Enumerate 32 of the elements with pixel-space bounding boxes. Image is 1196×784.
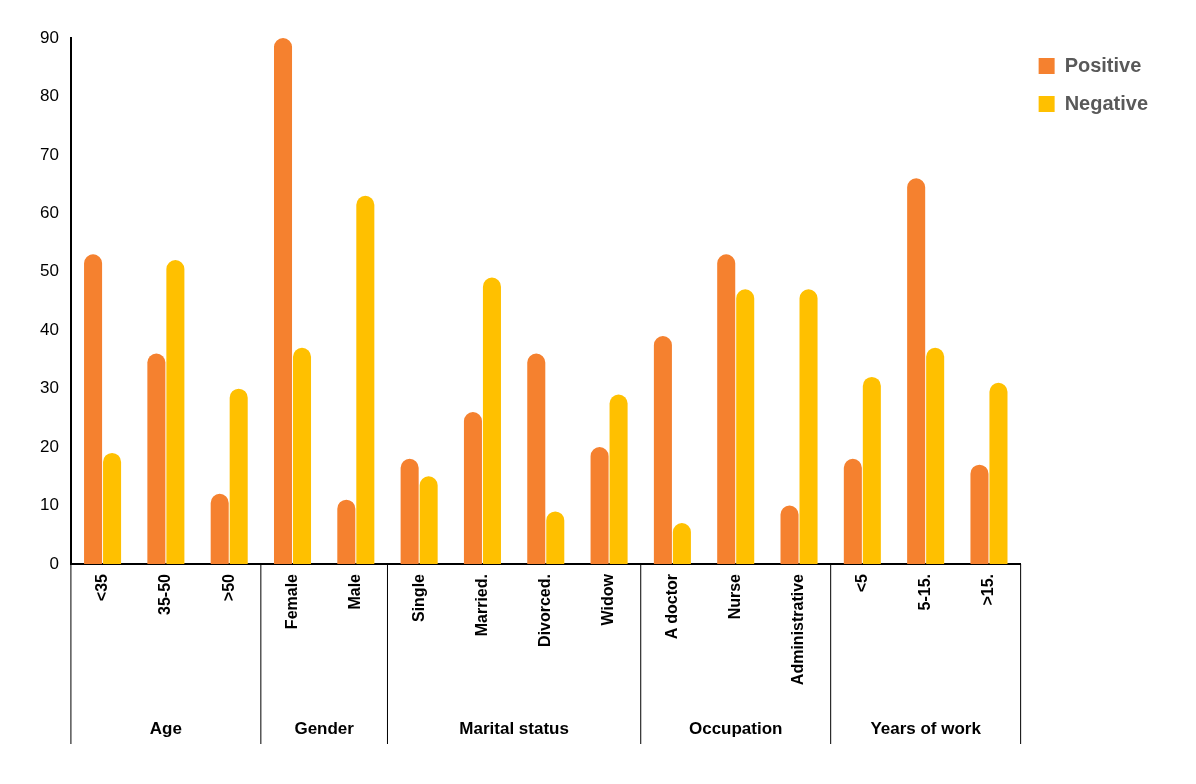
legend-label: Positive [1064,53,1142,76]
y-tick-label: 10 [39,495,59,515]
x-tick-label: >15. [979,574,997,606]
x-tick-label: A doctor [662,574,680,640]
x-tick-label: Widow [599,573,617,626]
y-tick-label: 20 [39,436,59,456]
text: Years of work [870,718,982,738]
y-tick-label: 50 [39,261,59,281]
x-tick-label: Married. [472,574,490,637]
text: Gender [294,718,355,738]
x-tick-label: Divorced. [536,574,554,647]
x-tick-label: Nurse [726,573,744,620]
y-tick-label: 80 [39,86,59,106]
text: Marital status [459,718,569,738]
y-tick-label: 0 [49,553,59,573]
y-tick-label: 90 [39,27,59,47]
x-tick-label: <5 [852,573,870,593]
y-tick-label: 40 [39,319,59,339]
text: Age [149,718,182,738]
y-tick-label: 70 [39,144,59,164]
x-tick-label: 5-15. [916,574,934,611]
x-tick-label: 35-50 [156,573,174,615]
legend-label: Negative [1064,91,1149,114]
x-tick-label: Male [346,573,364,610]
y-tick-label: 60 [39,203,59,223]
x-tick-label: Administrative [789,573,807,686]
x-tick-label: >50 [219,573,237,602]
x-tick-label: Female [282,573,300,630]
x-tick-label: Single [409,573,427,623]
x-tick-label: <35 [92,573,110,602]
y-tick-label: 30 [39,378,59,398]
text: Occupation [688,718,783,738]
